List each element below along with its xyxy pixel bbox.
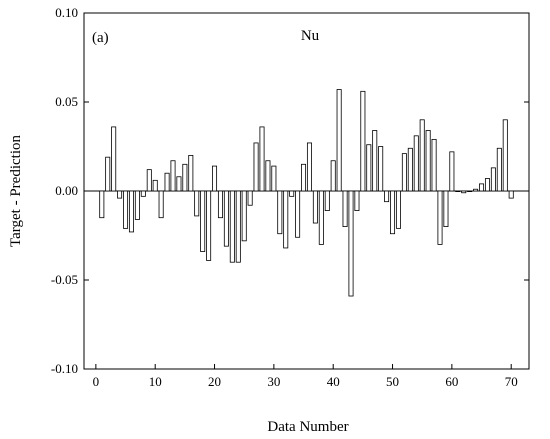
bar-16	[188, 154, 194, 192]
bar-23	[229, 190, 235, 263]
x-tick-label-60: 60	[445, 374, 458, 389]
x-axis-title: Data Number	[267, 419, 348, 435]
bar-67	[490, 167, 496, 192]
bars-group	[99, 89, 514, 297]
x-tick-label-20: 20	[208, 374, 221, 389]
bar-20	[212, 165, 218, 192]
bar-61	[455, 190, 461, 193]
bar-1	[99, 190, 105, 219]
bar-59	[443, 190, 449, 227]
bar-51	[395, 190, 401, 229]
bar-25	[241, 190, 247, 242]
bar-47	[372, 130, 378, 192]
bar-53	[407, 147, 413, 192]
bar-41	[336, 89, 342, 192]
bar-29	[265, 160, 271, 192]
bar-14	[176, 176, 182, 192]
bar-45	[360, 90, 366, 192]
bar-50	[390, 190, 396, 235]
bar-48	[378, 146, 384, 192]
x-axis-ticks: 0 10 20 30 40 50 60 70	[93, 364, 518, 389]
bar-21	[217, 190, 223, 219]
x-tick-label-30: 30	[267, 374, 280, 389]
bar-35	[301, 163, 307, 192]
bar-5	[123, 190, 129, 229]
bar-9	[146, 169, 152, 192]
bar-46	[366, 144, 372, 192]
bar-63	[467, 190, 473, 193]
bar-34	[295, 190, 301, 238]
panel-label: (a)	[92, 30, 109, 46]
bar-6	[128, 190, 134, 233]
bar-66	[484, 178, 490, 192]
bar-28	[259, 126, 265, 192]
bar-65	[479, 183, 485, 192]
bar-64	[473, 188, 479, 192]
chart-title: Nu	[301, 28, 320, 44]
bar-33	[289, 190, 295, 197]
y-tick-label-3: 0.05	[55, 94, 78, 109]
bar-57	[431, 138, 437, 192]
y-tick-label-2: 0.00	[55, 183, 78, 198]
bar-19	[206, 190, 212, 261]
y-tick-label-1: -0.05	[51, 272, 78, 287]
bar-31	[277, 190, 283, 235]
bar-22	[223, 190, 229, 247]
bar-60	[449, 151, 455, 192]
bar-52	[401, 153, 407, 192]
bar-49	[384, 190, 390, 203]
bar-42	[342, 190, 348, 227]
bar-4	[117, 190, 123, 199]
y-axis-ticks: -0.10 -0.05 0.00 0.05 0.10	[51, 5, 529, 376]
bar-43	[348, 190, 354, 297]
x-tick-label-50: 50	[386, 374, 399, 389]
x-tick-label-0: 0	[93, 374, 100, 389]
bar-7	[134, 190, 140, 220]
bar-30	[271, 165, 277, 192]
bar-40	[330, 160, 336, 192]
bar-11	[158, 190, 164, 219]
bar-32	[283, 190, 289, 249]
bar-56	[425, 130, 431, 192]
bar-17	[194, 190, 200, 217]
bar-26	[247, 190, 253, 206]
bar-54	[413, 135, 419, 192]
x-tick-label-40: 40	[327, 374, 340, 389]
y-axis-title: Target - Prediction	[8, 135, 24, 247]
bar-39	[324, 190, 330, 211]
bar-44	[354, 190, 360, 211]
x-tick-label-70: 70	[505, 374, 518, 389]
bar-10	[152, 179, 158, 192]
y-tick-label-4: 0.10	[55, 5, 78, 20]
bar-18	[200, 190, 206, 252]
bar-68	[496, 147, 502, 192]
bar-2	[105, 156, 111, 192]
bar-12	[164, 172, 170, 192]
bar-58	[437, 190, 443, 245]
x-tick-label-10: 10	[149, 374, 162, 389]
bar-38	[318, 190, 324, 245]
bar-37	[312, 190, 318, 224]
bar-24	[235, 190, 241, 263]
bar-62	[461, 190, 467, 194]
bar-27	[253, 142, 259, 192]
bar-8	[140, 190, 146, 197]
bar-3	[111, 126, 117, 192]
bar-69	[502, 119, 508, 192]
bar-13	[170, 160, 176, 192]
bar-70	[508, 190, 514, 199]
bar-36	[306, 142, 312, 192]
bar-55	[419, 119, 425, 192]
bar-15	[182, 163, 188, 192]
y-tick-label-0: -0.10	[51, 361, 78, 376]
